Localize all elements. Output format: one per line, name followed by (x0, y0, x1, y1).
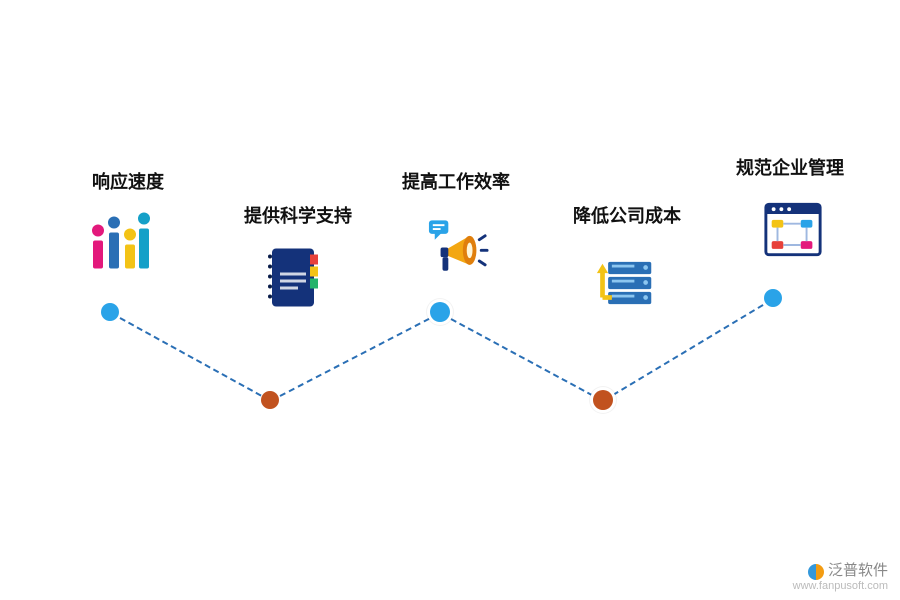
bar-people-icon (88, 211, 152, 280)
node-dot (430, 302, 450, 322)
notebook-icon (266, 246, 320, 313)
node-dot (261, 391, 279, 409)
servers-icon (595, 253, 655, 318)
node-label: 提高工作效率 (402, 168, 510, 194)
megaphone-icon (427, 215, 489, 282)
node-dot (101, 303, 119, 321)
node-dot (764, 289, 782, 307)
logo-icon (808, 564, 824, 580)
node-label: 响应速度 (92, 168, 164, 194)
edge (119, 317, 261, 396)
edge (279, 318, 429, 397)
edge (613, 304, 764, 396)
node-label: 提供科学支持 (244, 202, 352, 228)
diagram-stage: 响应速度 提供科学支持 提高工作效率 (0, 0, 900, 600)
brand-text: 泛普软件 (828, 563, 888, 580)
watermark: 泛普软件 www.fanpusoft.com (793, 563, 888, 592)
edge (450, 318, 593, 396)
node-label: 降低公司成本 (573, 202, 681, 228)
kanban-icon (762, 199, 824, 266)
brand-url: www.fanpusoft.com (793, 580, 888, 592)
node-label: 规范企业管理 (736, 154, 844, 180)
node-dot (593, 390, 613, 410)
